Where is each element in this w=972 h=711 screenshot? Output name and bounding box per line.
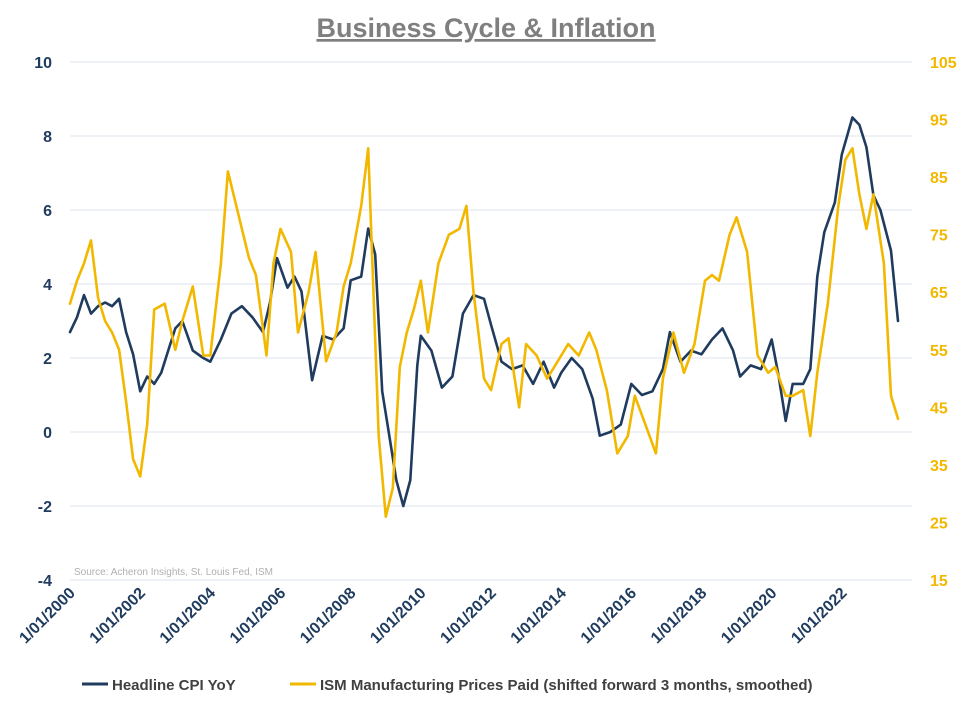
x-tick-label: 1/01/2008 (297, 585, 359, 647)
series-lines (68, 116, 900, 519)
y-tick-left: 2 (43, 351, 52, 368)
series-line-ism (68, 147, 900, 519)
y-axis-right: 105 95 85 75 65 55 45 35 25 15 (930, 55, 957, 590)
y-tick-left: 4 (43, 277, 52, 294)
legend-label: Headline CPI YoY (112, 677, 236, 694)
y-tick-right: 75 (930, 228, 948, 245)
x-tick-label: 1/01/2018 (648, 585, 710, 647)
y-tick-right: 95 (930, 113, 948, 130)
y-tick-left: 10 (34, 55, 52, 72)
gridlines (70, 61, 912, 581)
x-tick-label: 1/01/2020 (718, 585, 780, 647)
legend: Headline CPI YoY ISM Manufacturing Prices… (82, 677, 813, 694)
y-tick-right: 55 (930, 343, 948, 360)
x-tick-label: 1/01/2012 (437, 585, 499, 647)
y-tick-right: 25 (930, 515, 948, 532)
x-tick-label: 1/01/2010 (367, 585, 429, 647)
x-tick-label: 1/01/2004 (157, 585, 219, 647)
y-tick-right: 65 (930, 285, 948, 302)
legend-label: ISM Manufacturing Prices Paid (shifted f… (320, 677, 813, 694)
y-tick-right: 105 (930, 55, 957, 72)
x-tick-label: 1/01/2000 (16, 585, 78, 647)
y-tick-right: 85 (930, 170, 948, 187)
y-tick-left: 6 (43, 203, 52, 220)
y-tick-right: 35 (930, 458, 948, 475)
x-tick-label: 1/01/2022 (788, 585, 850, 647)
x-axis: 1/01/2000 1/01/2002 1/01/2004 1/01/2006 1/01… (16, 585, 850, 647)
y-tick-right: 15 (930, 573, 948, 590)
series-line-cpi (68, 116, 900, 508)
y-tick-left: -2 (38, 499, 52, 516)
y-tick-right: 45 (930, 400, 948, 417)
x-tick-label: 1/01/2014 (508, 585, 570, 647)
source-note: Source: Acheron Insights, St. Louis Fed,… (74, 567, 273, 578)
y-tick-left: 8 (43, 129, 52, 146)
x-tick-label: 1/01/2002 (87, 585, 149, 647)
y-axis-left: 10 8 6 4 2 0 -2 -4 (34, 55, 52, 590)
chart-title: Business Cycle & Inflation (316, 13, 655, 43)
y-tick-left: 0 (43, 425, 52, 442)
y-tick-left: -4 (38, 573, 52, 590)
x-tick-label: 1/01/2006 (227, 585, 289, 647)
x-tick-label: 1/01/2016 (578, 585, 640, 647)
